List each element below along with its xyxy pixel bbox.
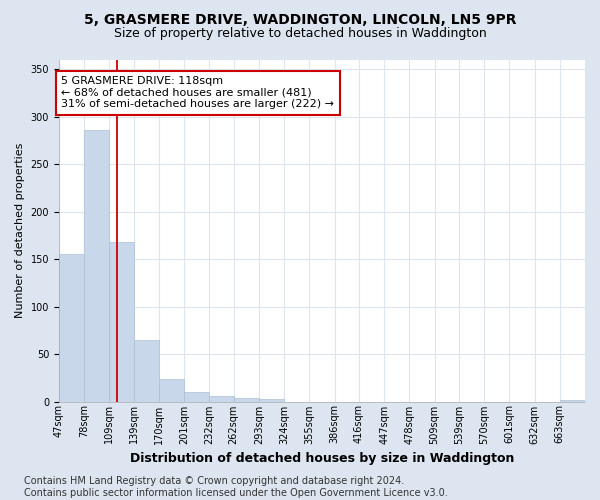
- Bar: [134, 340, 159, 402]
- Text: 5 GRASMERE DRIVE: 118sqm
← 68% of detached houses are smaller (481)
31% of semi-: 5 GRASMERE DRIVE: 118sqm ← 68% of detach…: [61, 76, 334, 110]
- Bar: [109, 242, 134, 402]
- Text: 5, GRASMERE DRIVE, WADDINGTON, LINCOLN, LN5 9PR: 5, GRASMERE DRIVE, WADDINGTON, LINCOLN, …: [84, 12, 516, 26]
- Text: Contains HM Land Registry data © Crown copyright and database right 2024.
Contai: Contains HM Land Registry data © Crown c…: [24, 476, 448, 498]
- Bar: [209, 396, 234, 402]
- Bar: [234, 398, 259, 402]
- Bar: [159, 378, 184, 402]
- Bar: [259, 398, 284, 402]
- X-axis label: Distribution of detached houses by size in Waddington: Distribution of detached houses by size …: [130, 452, 514, 465]
- Bar: [59, 254, 84, 402]
- Y-axis label: Number of detached properties: Number of detached properties: [15, 143, 25, 318]
- Bar: [184, 392, 209, 402]
- Bar: [84, 130, 109, 402]
- Bar: [560, 400, 585, 402]
- Text: Size of property relative to detached houses in Waddington: Size of property relative to detached ho…: [113, 28, 487, 40]
